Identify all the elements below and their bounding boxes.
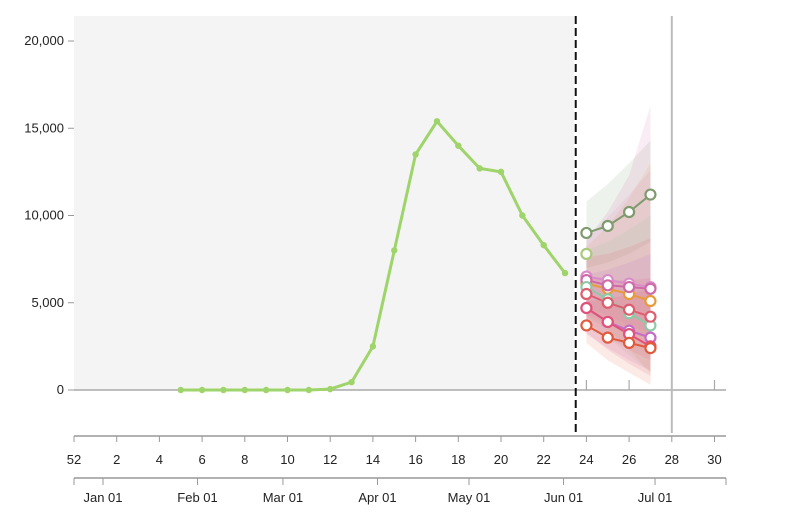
week-tick-label-7: 14 (366, 452, 380, 467)
week-tick-label-1: 2 (113, 452, 120, 467)
month-tick-label-6: Jul 01 (638, 490, 673, 505)
forecast-point-3-3 (644, 294, 657, 308)
observed-point-18 (561, 269, 569, 277)
month-tick-label-4: May 01 (448, 490, 491, 505)
forecast-point-4-1 (601, 279, 614, 292)
forecast-line-4 (586, 279, 651, 290)
forecast-point-9-0 (580, 319, 593, 332)
week-tick-label-15: 30 (707, 452, 721, 467)
forecast-point-4-3 (644, 282, 657, 295)
forecast-line-0 (586, 193, 652, 234)
week-tick-label-12: 24 (579, 452, 593, 467)
week-tick-label-5: 10 (280, 452, 294, 467)
week-tick-label-8: 16 (408, 452, 422, 467)
month-tick-label-1: Feb 01 (177, 490, 217, 505)
observed-point-5 (284, 386, 291, 394)
forecast-point-9-1 (601, 331, 614, 344)
week-tick-label-10: 20 (494, 452, 508, 467)
observed-point-10 (391, 247, 398, 254)
forecast-point-6-3 (644, 310, 657, 323)
forecast-point-0-1 (601, 219, 614, 233)
month-tick-label-2: Mar 01 (263, 490, 303, 505)
week-tick-label-14: 28 (665, 452, 679, 467)
y-tick-label-2: 10,000 (24, 208, 64, 223)
forecast-point-6-1 (601, 296, 614, 309)
observed-point-4 (262, 386, 270, 394)
week-tick-label-0: 52 (67, 452, 81, 467)
y-tick-label-0: 0 (57, 382, 64, 397)
series-points (177, 118, 657, 394)
week-tick-label-13: 26 (622, 452, 636, 467)
observed-point-7 (327, 385, 334, 393)
forecast-point-0-3 (644, 188, 657, 201)
forecast-band-9 (586, 288, 651, 385)
observed-point-12 (433, 118, 441, 125)
forecast-point-4-2 (622, 280, 636, 294)
observed-point-6 (305, 386, 313, 394)
forecast-point-8-1 (601, 315, 614, 329)
forecast-line-2 (586, 275, 651, 288)
forecast-point-1-0 (580, 247, 593, 260)
forecast-band-0 (586, 140, 651, 268)
observed-point-9 (369, 343, 377, 350)
month-tick-label-3: Apr 01 (358, 490, 396, 505)
observed-point-15 (497, 168, 505, 176)
time-markers (574, 16, 673, 433)
week-tick-label-2: 4 (156, 452, 163, 467)
observed-point-3 (241, 386, 248, 394)
y-tick-label-3: 15,000 (24, 120, 64, 135)
forecast-line-3 (586, 282, 651, 302)
forecast-line-9 (585, 324, 651, 350)
observed-point-17 (540, 241, 547, 249)
observed-point-2 (220, 386, 227, 394)
forecast-point-6-0 (580, 287, 593, 301)
forecast-point-0-2 (622, 205, 636, 219)
forecast-line-8 (585, 307, 651, 348)
month-tick-label-0: Jan 01 (83, 490, 122, 505)
forecast-point-6-2 (622, 303, 636, 316)
forecast-point-9-2 (622, 336, 636, 349)
month-tick-label-5: Jun 01 (544, 490, 583, 505)
forecast-line-6 (586, 293, 651, 318)
forecast-point-8-0 (580, 301, 593, 315)
week-tick-label-4: 8 (241, 452, 248, 467)
observed-point-1 (198, 386, 206, 394)
observed-point-13 (455, 142, 462, 149)
forecast-point-0-0 (580, 226, 593, 240)
y-tick-label-4: 20,000 (24, 33, 64, 48)
week-tick-label-9: 18 (451, 452, 465, 467)
observed-point-0 (177, 386, 184, 394)
observed-point-14 (476, 165, 483, 172)
observed-point-11 (412, 151, 419, 158)
observed-region-background (74, 16, 574, 390)
y-tick-label-1: 5,000 (31, 295, 64, 310)
week-tick-label-11: 22 (536, 452, 550, 467)
observed-point-8 (348, 378, 355, 386)
week-tick-label-3: 6 (198, 452, 205, 467)
week-tick-label-6: 12 (323, 452, 337, 467)
forecast-point-9-3 (644, 342, 657, 355)
observed-point-16 (519, 212, 526, 219)
forecast-intervals (586, 105, 651, 385)
